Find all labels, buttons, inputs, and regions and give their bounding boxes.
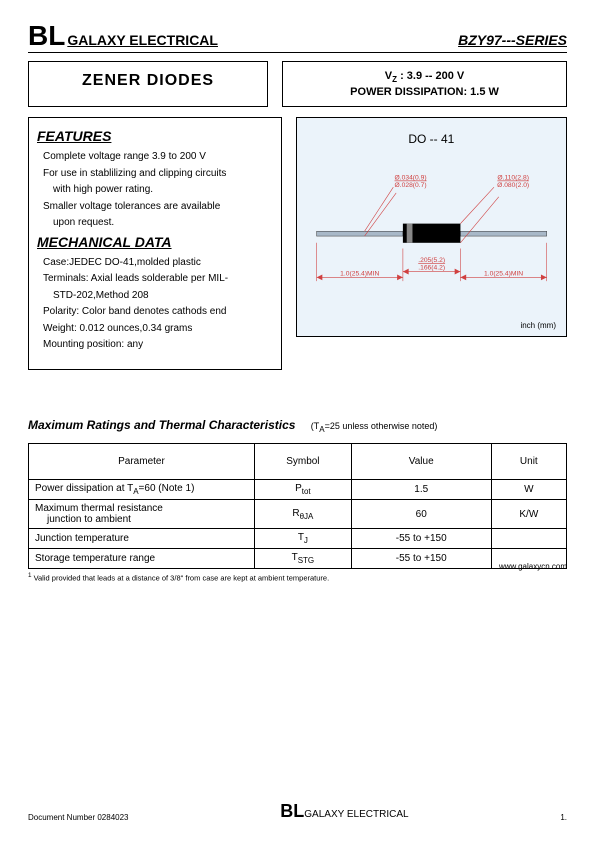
brand-big: BL: [28, 20, 65, 51]
mech-item: Weight: 0.012 ounces,0.34 grams: [43, 322, 273, 336]
dim-body-dia-top: Ø.110(2.8): [497, 175, 529, 182]
mech-item: Case:JEDEC DO-41,molded plastic: [43, 256, 273, 270]
feature-item: Smaller voltage tolerances are available: [43, 200, 273, 214]
col-symbol: Symbol: [254, 444, 351, 480]
cell-param: Power dissipation at TA=60 (Note 1): [29, 480, 255, 500]
cell-symbol: RθJA: [254, 500, 351, 529]
units-label: inch (mm): [520, 321, 556, 330]
mech-item: Mounting position: any: [43, 338, 273, 352]
ratings-table: Parameter Symbol Value Unit Power dissip…: [28, 443, 567, 569]
col-value: Value: [351, 444, 491, 480]
cell-symbol: TSTG: [254, 549, 351, 569]
ratings-note: (TA=25 unless otherwise noted): [311, 421, 438, 431]
cell-param: Storage temperature range: [29, 549, 255, 569]
vz-rest: : 3.9 -- 200 V: [397, 70, 464, 82]
ratings-title-text: Maximum Ratings and Thermal Characterist…: [28, 418, 295, 432]
website: www.galaxycn.com: [499, 562, 567, 571]
cell-param: Maximum thermal resistancejunction to am…: [29, 500, 255, 529]
table-row: Power dissipation at TA=60 (Note 1)Ptot1…: [29, 480, 567, 500]
mech-title: MECHANICAL DATA: [37, 234, 273, 250]
footer: Document Number 0284023 BLGALAXY ELECTRI…: [28, 801, 567, 822]
dim-lead-dia-top: Ø.034(0.9): [394, 175, 426, 182]
cell-value: 60: [351, 500, 491, 529]
col-parameter: Parameter: [29, 444, 255, 480]
feature-item: For use in stablilizing and clipping cir…: [43, 167, 273, 181]
table-row: Junction temperatureTJ-55 to +150: [29, 529, 567, 549]
ratings-note-pre: (T: [311, 421, 320, 431]
dim-body-len-top: .205(5.2): [418, 257, 445, 264]
col-unit: Unit: [491, 444, 566, 480]
cell-unit: [491, 529, 566, 549]
cell-unit: K/W: [491, 500, 566, 529]
cell-value: -55 to +150: [351, 529, 491, 549]
mech-item: STD-202,Method 208: [43, 289, 273, 303]
ratings-title: Maximum Ratings and Thermal Characterist…: [28, 418, 567, 434]
mech-item: Terminals: Axial leads solderable per MI…: [43, 272, 273, 286]
series-label: BZY97---SERIES: [458, 32, 567, 52]
mech-item: Polarity: Color band denotes cathods end: [43, 305, 273, 319]
dim-body-len-bot: .166(4.2): [418, 265, 445, 272]
spec-line2: POWER DISSIPATION: 1.5 W: [293, 86, 556, 98]
header: BLGALAXY ELECTRICAL BZY97---SERIES: [28, 20, 567, 53]
dim-body-dia-bot: Ø.080(2.0): [497, 182, 529, 189]
ratings-note-rest: =25 unless otherwise noted): [325, 421, 438, 431]
feature-item: with high power rating.: [43, 183, 273, 197]
package-diagram-box: DO -- 41 Ø.034(0.9) Ø.028(0.7) Ø.110(2.8…: [296, 117, 567, 337]
cell-param: Junction temperature: [29, 529, 255, 549]
footer-brand-big: BL: [280, 801, 304, 821]
footnote-text: Valid provided that leads at a distance …: [31, 574, 329, 583]
dim-lead-len-r: 1.0(25.4)MIN: [484, 271, 523, 278]
cell-value: 1.5: [351, 480, 491, 500]
dim-lead-len-l: 1.0(25.4)MIN: [340, 271, 379, 278]
footnote: 1 Valid provided that leads at a distanc…: [28, 572, 567, 583]
brand-sub: GALAXY ELECTRICAL: [67, 32, 218, 48]
table-row: Maximum thermal resistancejunction to am…: [29, 500, 567, 529]
features-list: Complete voltage range 3.9 to 200 V For u…: [37, 150, 273, 230]
title-box: ZENER DIODES: [28, 61, 268, 107]
package-diagram: Ø.034(0.9) Ø.028(0.7) Ø.110(2.8) Ø.080(2…: [307, 168, 556, 302]
table-row: Storage temperature rangeTSTG-55 to +150: [29, 549, 567, 569]
cell-unit: W: [491, 480, 566, 500]
brand: BLGALAXY ELECTRICAL: [28, 20, 218, 52]
cell-symbol: TJ: [254, 529, 351, 549]
title-text: ZENER DIODES: [33, 72, 263, 90]
dim-lead-dia-bot: Ø.028(0.7): [394, 182, 426, 189]
top-boxes: ZENER DIODES VZ : 3.9 -- 200 V POWER DIS…: [28, 61, 567, 107]
doc-number: Document Number 0284023: [28, 813, 129, 822]
footer-brand-sub: GALAXY ELECTRICAL: [304, 809, 408, 820]
mid-row: FEATURES Complete voltage range 3.9 to 2…: [28, 117, 567, 370]
cell-symbol: Ptot: [254, 480, 351, 500]
feature-item: upon request.: [43, 216, 273, 230]
table-header-row: Parameter Symbol Value Unit: [29, 444, 567, 480]
feature-item: Complete voltage range 3.9 to 200 V: [43, 150, 273, 164]
features-title: FEATURES: [37, 128, 273, 144]
spec-box: VZ : 3.9 -- 200 V POWER DISSIPATION: 1.5…: [282, 61, 567, 107]
spec-line1: VZ : 3.9 -- 200 V: [293, 70, 556, 84]
page-number: 1.: [560, 813, 567, 822]
cell-value: -55 to +150: [351, 549, 491, 569]
mech-list: Case:JEDEC DO-41,molded plastic Terminals…: [37, 256, 273, 352]
package-label: DO -- 41: [297, 132, 566, 146]
left-column: FEATURES Complete voltage range 3.9 to 2…: [28, 117, 282, 370]
footer-brand: BLGALAXY ELECTRICAL: [280, 801, 408, 822]
